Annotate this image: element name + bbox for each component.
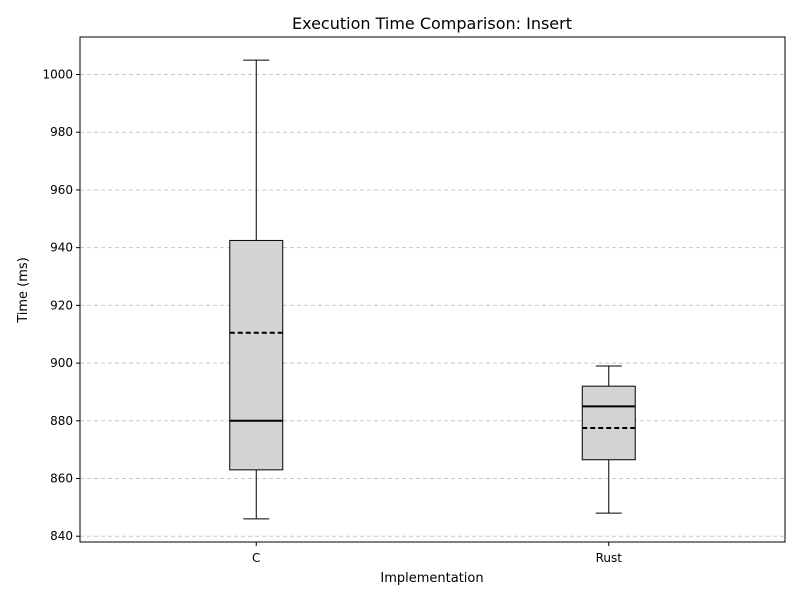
interquartile-box [581,385,636,461]
x-tick-label: C [252,551,260,565]
box-rust [581,365,636,514]
chart-title: Execution Time Comparison: Insert [292,14,572,33]
y-tick-label: 940 [50,241,73,255]
x-axis: C Rust [252,542,622,565]
box-series [229,59,636,520]
x-axis-label: Implementation [380,571,483,586]
y-tick-label: 920 [50,298,73,312]
y-axis: 840 860 880 900 920 940 960 980 1000 [42,68,80,543]
y-tick-label: 880 [50,414,73,428]
grid-lines [80,74,785,537]
y-tick-label: 980 [50,125,73,139]
y-tick-label: 860 [50,472,73,486]
y-tick-label: 1000 [42,68,73,82]
plot-frame [79,36,786,543]
box-c [229,59,284,520]
y-tick-label: 840 [50,529,73,543]
interquartile-box [229,239,284,471]
y-tick-label: 900 [50,356,73,370]
x-tick-label: Rust [596,551,623,565]
y-tick-label: 960 [50,183,73,197]
y-axis-label: Time (ms) [16,257,31,324]
